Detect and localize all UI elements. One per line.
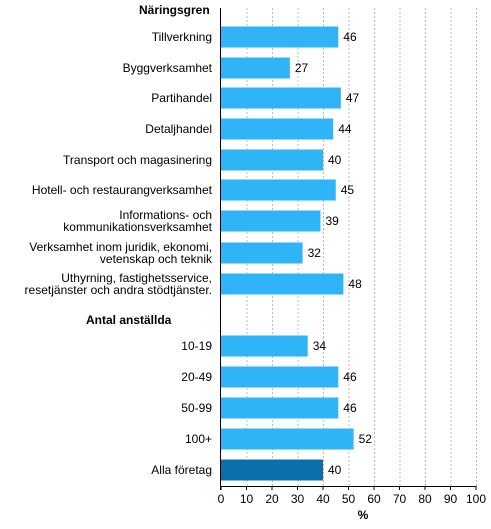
bar <box>221 273 344 295</box>
value-label: 46 <box>343 30 357 44</box>
x-tick-label: 60 <box>367 492 381 506</box>
bar <box>221 366 339 388</box>
category-label: 50-99 <box>181 401 212 415</box>
category-label-line: 50-99 <box>181 401 212 415</box>
category-label-line: Uthyrning, fastighetsservice, <box>61 271 212 285</box>
x-tick-label: 90 <box>444 492 458 506</box>
category-label-line: Transport och magasinering <box>63 153 212 167</box>
value-label: 45 <box>341 183 355 197</box>
category-label-line: Alla företag <box>151 463 212 477</box>
category-label-line: 20-49 <box>181 370 212 384</box>
category-label-line: Byggverksamhet <box>123 61 213 75</box>
category-label: 10-19 <box>181 339 212 353</box>
category-label: Detaljhandel <box>145 122 212 136</box>
category-label-line: Informations- och <box>119 208 212 222</box>
category-label: Verksamhet inom juridik, ekonomi, vetensk… <box>29 240 213 266</box>
bar <box>221 26 339 48</box>
value-label: 52 <box>359 432 373 446</box>
value-label: 39 <box>325 214 339 228</box>
bar <box>221 179 336 201</box>
x-axis-title: % <box>358 508 369 522</box>
value-label: 27 <box>295 61 309 75</box>
x-tick-label: 50 <box>342 492 356 506</box>
value-label: 40 <box>328 153 342 167</box>
group-title: Näringsgren <box>139 3 210 17</box>
bar <box>221 149 323 171</box>
category-label-line: Tillverkning <box>152 30 212 44</box>
bar <box>221 87 341 109</box>
x-tick-label: 30 <box>291 492 305 506</box>
group-title: Antal anställda <box>86 313 172 327</box>
x-tick-label: 70 <box>393 492 407 506</box>
value-label: 40 <box>328 463 342 477</box>
category-label: Alla företag <box>151 463 212 477</box>
value-label: 44 <box>338 122 352 136</box>
bar <box>221 210 321 232</box>
value-label: 32 <box>308 246 322 260</box>
x-tick-label: 80 <box>418 492 432 506</box>
category-label-line: Verksamhet inom juridik, ekonomi, <box>29 240 212 254</box>
category-label: Hotell- och restaurangverksamhet <box>32 183 213 197</box>
x-tick-label: 40 <box>316 492 330 506</box>
x-tick-label: 10 <box>240 492 254 506</box>
bar <box>221 242 303 264</box>
x-tick-label: 0 <box>218 492 225 506</box>
bar <box>221 397 339 419</box>
value-label: 46 <box>343 370 357 384</box>
category-label-line: Detaljhandel <box>145 122 212 136</box>
bar-highlight <box>221 459 323 481</box>
category-label-line: vetenskap och teknik <box>100 252 213 266</box>
bar <box>221 118 334 140</box>
category-label-line: 100+ <box>185 432 212 446</box>
category-label: Informations- och kommunikationsverksamhe… <box>63 208 212 234</box>
bar <box>221 335 308 357</box>
bar <box>221 57 290 79</box>
category-label-line: resetjänster och andra stödtjänster. <box>25 283 212 297</box>
category-label: Partihandel <box>151 91 212 105</box>
category-label-line: Partihandel <box>151 91 212 105</box>
value-label: 46 <box>343 401 357 415</box>
value-label: 34 <box>313 339 327 353</box>
category-label: Tillverkning <box>152 30 212 44</box>
value-label: 48 <box>348 277 362 291</box>
category-label-line: Hotell- och restaurangverksamhet <box>32 183 213 197</box>
category-label: Transport och magasinering <box>63 153 212 167</box>
bar <box>221 428 354 450</box>
category-label: 20-49 <box>181 370 212 384</box>
x-tick-label: 100 <box>466 492 486 506</box>
category-label-line: kommunikationsverksamhet <box>63 220 212 234</box>
category-label: Byggverksamhet <box>123 61 213 75</box>
category-label: Uthyrning, fastighetsservice, resetjänste… <box>25 271 212 297</box>
category-label: 100+ <box>185 432 212 446</box>
x-tick-label: 20 <box>265 492 279 506</box>
value-label: 47 <box>346 91 360 105</box>
category-label-line: 10-19 <box>181 339 212 353</box>
